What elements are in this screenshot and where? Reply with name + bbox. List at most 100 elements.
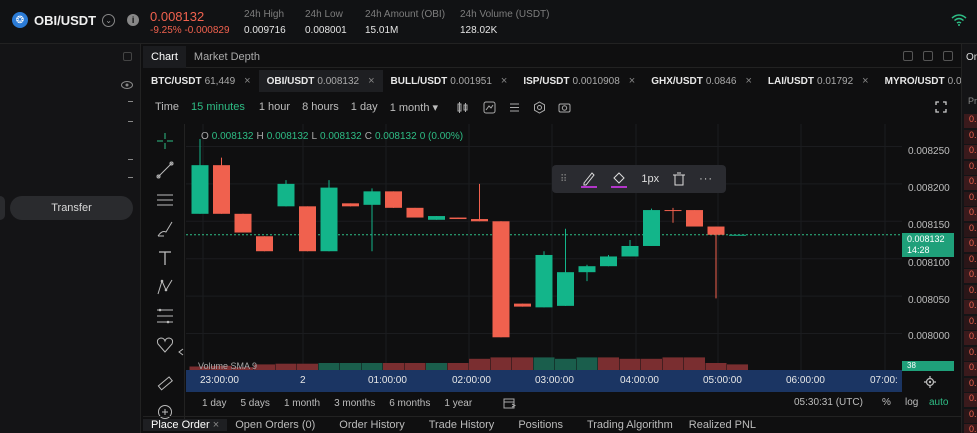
tab-market-depth[interactable]: Market Depth	[193, 50, 260, 63]
percent-toggle[interactable]: %	[882, 397, 891, 408]
restore-icon[interactable]	[923, 51, 933, 61]
zoom-in-icon[interactable]	[157, 404, 173, 420]
popout-icon[interactable]	[943, 51, 953, 61]
ticker-tab[interactable]: BULL/USDT 0.001951 ×	[383, 70, 516, 92]
collapsed-button[interactable]	[0, 196, 5, 220]
order-book-cell[interactable]: 0.	[964, 408, 977, 423]
ruler-icon[interactable]	[156, 374, 174, 392]
range-1d[interactable]: 1 day	[202, 397, 227, 409]
interval-dropdown[interactable]: 1 month ▾	[389, 101, 439, 114]
order-book-cell[interactable]: 0.	[964, 315, 977, 330]
order-book-cell[interactable]: 0.	[964, 346, 977, 361]
more-options-icon[interactable]: ···	[699, 173, 714, 185]
close-icon[interactable]: ×	[862, 75, 869, 87]
close-icon[interactable]: ×	[500, 75, 508, 87]
range-1y[interactable]: 1 year	[444, 397, 473, 409]
trash-icon[interactable]	[673, 172, 686, 186]
pattern-icon[interactable]	[156, 278, 174, 296]
trend-line-icon[interactable]	[156, 161, 174, 179]
tab-order-history[interactable]: Order History	[339, 419, 405, 431]
goto-date-icon[interactable]	[503, 397, 517, 409]
order-book-cell[interactable]: 0.	[964, 114, 977, 128]
text-icon[interactable]	[156, 249, 174, 267]
close-icon[interactable]: ×	[628, 75, 636, 87]
info-icon[interactable]: i	[127, 14, 140, 26]
ticker-tab[interactable]: BTC/USDT 61,449 ×	[143, 70, 259, 92]
market-header: ❂ OBI/USDT ⌄ i 0.008132 -9.25% -0.000829…	[0, 0, 977, 44]
indicators-icon[interactable]	[483, 101, 496, 114]
order-book-cell[interactable]: 0.	[964, 300, 977, 314]
templates-icon[interactable]	[508, 101, 521, 114]
order-book-cell[interactable]: 0.	[964, 207, 977, 221]
tab-trade-history[interactable]: Trade History	[428, 419, 495, 431]
fullscreen-icon[interactable]	[935, 101, 947, 113]
order-book-cell[interactable]: 0.	[964, 238, 977, 252]
brush-icon[interactable]	[156, 220, 174, 238]
order-book-cell[interactable]: 0.	[964, 145, 977, 159]
heart-icon[interactable]	[156, 336, 174, 354]
collapse-arrow-icon[interactable]	[177, 348, 185, 356]
tab-chart[interactable]: Chart	[143, 45, 186, 68]
candle-type-icon[interactable]	[456, 101, 469, 114]
camera-icon[interactable]	[558, 101, 571, 114]
interval-1h[interactable]: 1 hour	[258, 101, 291, 113]
order-book-cell[interactable]: 0.	[964, 253, 977, 268]
transfer-button[interactable]: Transfer	[10, 196, 133, 220]
order-book-cell[interactable]: 0.	[964, 222, 977, 237]
order-book-cell[interactable]: 0.	[964, 424, 977, 433]
ticker-tab[interactable]: ISP/USDT 0.0010908 ×	[515, 70, 643, 92]
range-6m[interactable]: 6 months	[389, 397, 431, 409]
utc-clock[interactable]: 05:30:31 (UTC)	[794, 397, 863, 408]
order-book-cell[interactable]: 0.	[964, 284, 977, 299]
chevron-down-icon[interactable]: ⌄	[102, 13, 116, 27]
order-book-cell[interactable]: 0.	[964, 393, 977, 407]
range-1m[interactable]: 1 month	[283, 397, 321, 409]
crosshair-icon[interactable]	[156, 132, 174, 150]
price-axis[interactable]: 0.008250 0.008200 0.008150 0.008100 0.00…	[902, 124, 960, 371]
eye-icon[interactable]	[121, 81, 133, 89]
order-book-cell[interactable]: 0.	[964, 191, 977, 206]
drag-handle-icon[interactable]: ⠿	[560, 173, 568, 185]
ticker-tab[interactable]: LAI/USDT 0.01792 ×	[760, 70, 877, 92]
close-icon[interactable]: ×	[368, 75, 375, 87]
tab-realized-pnl[interactable]: Realized PNL	[688, 419, 757, 431]
close-icon[interactable]: ×	[745, 75, 752, 87]
order-book-cell[interactable]: 0.	[964, 176, 977, 190]
gear-icon[interactable]	[924, 376, 936, 388]
order-book-cell[interactable]: 0.	[964, 160, 977, 175]
settings-icon[interactable]	[533, 100, 546, 114]
close-icon[interactable]: ×	[244, 75, 251, 87]
expand-icon[interactable]	[123, 52, 132, 61]
range-5d[interactable]: 5 days	[240, 397, 270, 409]
fill-color-icon[interactable]	[611, 170, 628, 188]
pair-selector[interactable]: ❂ OBI/USDT ⌄ i	[12, 12, 140, 28]
order-book-cell[interactable]: 0.	[964, 331, 977, 345]
log-toggle[interactable]: log	[905, 397, 919, 408]
pair-name[interactable]: OBI/USDT	[34, 12, 97, 28]
ticker-tab[interactable]: OBI/USDT 0.008132 ×	[258, 70, 383, 92]
minimize-icon[interactable]	[903, 51, 913, 61]
order-book-cell[interactable]: 0.	[964, 362, 977, 376]
line-width-selector[interactable]: 1px	[641, 173, 660, 185]
close-icon[interactable]: ×	[212, 419, 220, 431]
tab-trading-algorithm[interactable]: Trading Algorithm	[586, 419, 673, 431]
order-book-cell[interactable]: 0.	[964, 377, 977, 392]
horizontal-lines-icon[interactable]	[156, 191, 174, 209]
fib-icon[interactable]	[156, 307, 174, 325]
candle	[643, 210, 660, 246]
order-book-cell[interactable]: 0.	[964, 269, 977, 283]
time-axis[interactable]: 23:00:00 2 01:00:00 02:00:00 03:00:00 04…	[186, 370, 902, 392]
interval-1d[interactable]: 1 day	[350, 101, 378, 113]
tab-place-order[interactable]: Place Order ×	[143, 419, 228, 431]
tab-positions[interactable]: Positions	[518, 419, 563, 431]
order-book-cell[interactable]: 0.	[964, 129, 977, 144]
ticker-tab[interactable]: GHX/USDT 0.0846 ×	[643, 70, 760, 92]
pencil-icon[interactable]	[581, 170, 598, 188]
tab-open-orders[interactable]: Open Orders (0)	[235, 419, 316, 431]
candlestick-chart[interactable]	[186, 124, 904, 370]
auto-toggle[interactable]: auto	[929, 397, 949, 408]
interval-8h[interactable]: 8 hours	[302, 101, 339, 113]
range-3m[interactable]: 3 months	[334, 397, 376, 409]
interval-15m[interactable]: 15 minutes	[191, 101, 245, 113]
